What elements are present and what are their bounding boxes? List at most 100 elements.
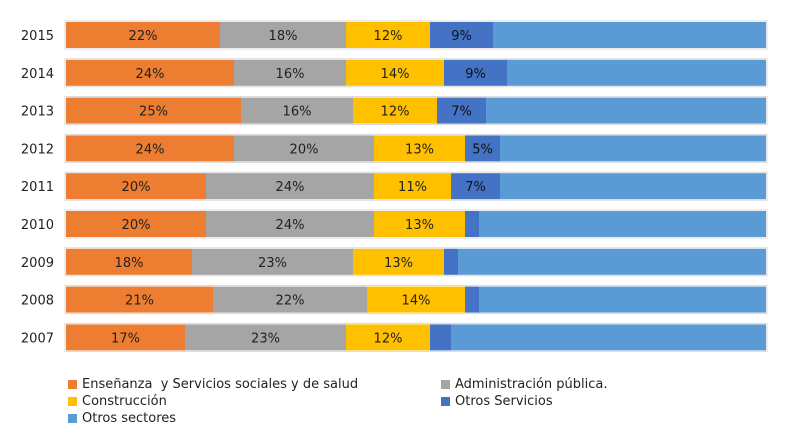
bar-segment [206, 211, 374, 237]
legend-item-ensenanza: Enseñanza y Servicios sociales y de salu… [68, 377, 358, 392]
bar-segment [66, 286, 213, 313]
data-label: 25% [139, 105, 168, 120]
bar-segment [206, 173, 374, 200]
bar-segment [465, 286, 479, 313]
bar-segment [507, 59, 766, 86]
bar-segment [374, 135, 465, 162]
data-label: 13% [405, 142, 434, 157]
data-label: 9% [451, 29, 472, 44]
bar-segment [444, 248, 458, 275]
bar-segment [430, 324, 451, 351]
data-label: 12% [374, 29, 403, 44]
legend-label: Administración pública. [455, 377, 608, 392]
bar-segment [346, 324, 430, 351]
bar-row-outline [64, 285, 768, 315]
bar-segment [430, 22, 493, 48]
bar-segment [66, 97, 241, 124]
legend-swatch [68, 397, 77, 406]
data-label: 14% [402, 294, 431, 309]
bar-segment [479, 286, 766, 313]
data-label: 16% [283, 105, 312, 120]
stacked-bar-chart: 2015 22% 18% 12% 9% 2014 24% 16% 14% 9% 2013 25% 16%… [21, 20, 768, 352]
data-label: 18% [269, 29, 298, 44]
legend-label: Construcción [82, 394, 167, 409]
data-label: 21% [125, 294, 154, 309]
data-label: 13% [405, 218, 434, 233]
legend-label: Otros Servicios [455, 394, 553, 409]
bar-segment [486, 97, 766, 124]
bar-row-outline [64, 133, 768, 163]
bar-segment [465, 211, 479, 237]
data-label: 23% [251, 331, 280, 346]
data-label: 22% [129, 29, 158, 44]
data-label: 5% [472, 142, 493, 157]
bar-segment [500, 173, 766, 200]
data-label: 24% [276, 180, 305, 195]
bar-segment [185, 324, 346, 351]
data-label: 24% [136, 142, 165, 157]
bar-segment [234, 59, 346, 86]
category-label: 2007 [21, 331, 54, 346]
bar-segment [346, 22, 430, 48]
bar-segment [374, 211, 465, 237]
bar-row-outline [64, 58, 768, 88]
bar-segment [192, 248, 353, 275]
data-label: 20% [122, 180, 151, 195]
data-label: 17% [111, 331, 140, 346]
data-label: 24% [276, 218, 305, 233]
legend-label: Otros sectores [82, 411, 177, 426]
bar-row-outline [64, 171, 768, 201]
bar-segment [367, 286, 465, 313]
category-label: 2008 [21, 294, 54, 309]
category-label: 2011 [21, 180, 54, 195]
bar-row-outline [64, 247, 768, 277]
category-label: 2015 [21, 29, 54, 44]
category-label: 2010 [21, 218, 54, 233]
legend-swatch [441, 397, 450, 406]
data-label: 7% [465, 180, 486, 195]
data-label: 9% [465, 67, 486, 82]
bar-segment [213, 286, 367, 313]
data-label: 7% [451, 105, 472, 120]
bar-segment [479, 211, 766, 237]
bar-segment [346, 59, 444, 86]
data-label: 11% [398, 180, 427, 195]
bar-segment [451, 173, 500, 200]
bar-segment [66, 59, 234, 86]
legend-item-construccion: Construcción [68, 394, 167, 409]
data-label: 13% [384, 256, 413, 271]
bar-segment [66, 211, 206, 237]
data-label: 16% [276, 67, 305, 82]
bar-segment [66, 173, 206, 200]
bar-segment [66, 135, 234, 162]
bar-segment [234, 135, 374, 162]
bar-row-outline [64, 322, 768, 352]
bar-segment [66, 324, 185, 351]
bar-segment [500, 135, 766, 162]
bar-segment [66, 22, 220, 48]
legend-item-administracion: Administración pública. [441, 377, 608, 392]
legend-swatch [441, 380, 450, 389]
category-label: 2013 [21, 105, 54, 120]
data-label: 23% [258, 256, 287, 271]
data-label: 12% [374, 331, 403, 346]
data-label: 20% [290, 142, 319, 157]
legend-swatch [68, 380, 77, 389]
bar-segment [465, 135, 500, 162]
bar-segment [66, 248, 192, 275]
bar-segment [374, 173, 451, 200]
bar-row-outline [64, 96, 768, 126]
bar-segment [437, 97, 486, 124]
bar-segment [493, 22, 766, 48]
bar-segment [220, 22, 346, 48]
legend-label: Enseñanza y Servicios sociales y de salu… [82, 377, 359, 392]
data-label: 24% [136, 67, 165, 82]
legend-item-otros-servicios: Otros Servicios [441, 394, 553, 409]
data-label: 20% [122, 218, 151, 233]
bar-segment [451, 324, 766, 351]
bar-row-outline [64, 209, 768, 239]
bar-segment [353, 248, 444, 275]
data-label: 22% [276, 294, 305, 309]
data-label: 12% [381, 105, 410, 120]
legend-swatch [68, 414, 77, 423]
